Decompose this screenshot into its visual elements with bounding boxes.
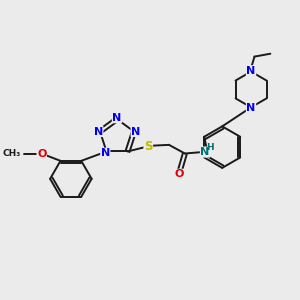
Text: N: N xyxy=(246,103,256,113)
Text: O: O xyxy=(174,169,184,179)
Text: CH₃: CH₃ xyxy=(3,149,21,158)
Text: H: H xyxy=(206,143,214,152)
Text: N: N xyxy=(246,66,256,76)
Text: N: N xyxy=(131,127,140,136)
Text: O: O xyxy=(37,148,46,159)
Text: N: N xyxy=(112,113,122,123)
Text: N: N xyxy=(200,147,210,157)
Text: N: N xyxy=(94,127,103,136)
Text: N: N xyxy=(101,148,110,158)
Text: S: S xyxy=(144,140,152,153)
